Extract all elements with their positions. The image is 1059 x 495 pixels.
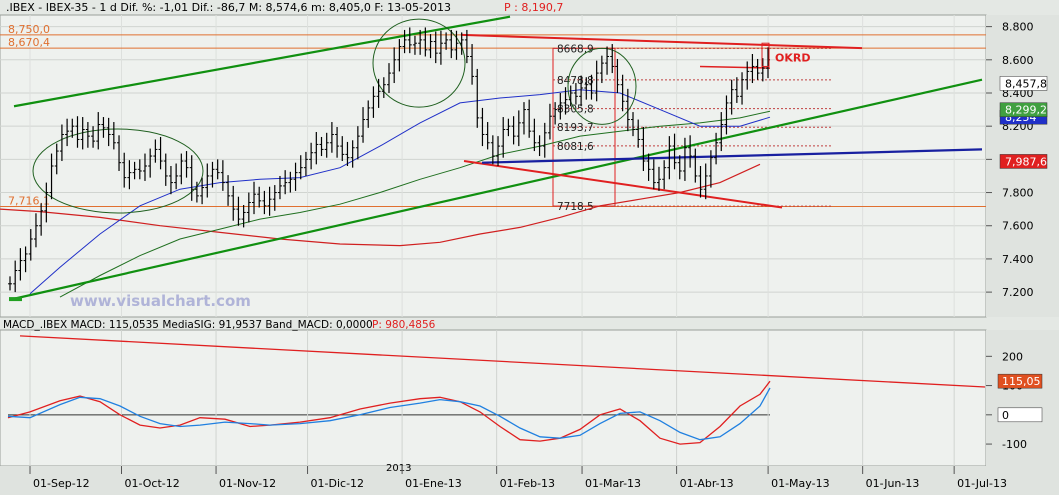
x-tick-label: 01-Dic-12 [311, 477, 365, 490]
ellipse-pattern [372, 18, 466, 108]
x-tick-label: 01-Feb-13 [500, 477, 555, 490]
x-axis-bg [0, 466, 1059, 495]
x-axis: 2013 01-Sep-12 01-Oct-12 01-Nov-12 01-Dic-1… [0, 463, 1059, 495]
price-header: .IBEX - IBEX-35 - 1 d Dif. %: -1,01 Dif.… [6, 1, 451, 14]
price-p-label: P : 8,190,7 [504, 1, 563, 14]
x-tick-label: 01-May-13 [771, 477, 829, 490]
x-tick-label: 01-Nov-12 [219, 477, 276, 490]
fib-level-label: 8668,9 [557, 43, 594, 55]
macd-axis-bg [986, 330, 1059, 466]
macd-tick-label: -100 [1002, 438, 1027, 451]
level-label: 8,750,0 [8, 23, 50, 36]
upper-bear-line [461, 33, 863, 50]
support-line [481, 148, 983, 164]
moving-average-100 [59, 110, 771, 298]
x-tick-label: 01-Jul-13 [957, 477, 1007, 490]
x-tick-label: 01-Sep-12 [33, 477, 90, 490]
x-tick-label: 01-Oct-12 [125, 477, 180, 490]
price-value-label-box [999, 102, 1048, 117]
macd-value-label-box [997, 373, 1043, 389]
x-tick-label: 01-Ene-13 [405, 477, 462, 490]
price-value-label: 8,299,2 [1005, 104, 1047, 117]
price-value-label: 7,987,6 [1005, 155, 1047, 168]
price-value-label-box [999, 154, 1048, 169]
macd-value-label-box [997, 407, 1043, 423]
moving-average-50 [29, 89, 771, 295]
lower-channel-line [13, 78, 983, 300]
price-panel: .IBEX - IBEX-35 - 1 d Dif. %: -1,01 Dif.… [0, 1, 987, 318]
moving-average-200 [0, 163, 761, 247]
macd-p-label: P: 980,4856 [372, 319, 436, 331]
price-tick-label: 7.200 [1002, 286, 1034, 299]
upper-channel-line [13, 15, 511, 108]
level-label: 8,670,4 [8, 36, 50, 49]
watermark: www.visualchart.com [70, 292, 251, 310]
price-tick-label: 7.800 [1002, 187, 1034, 200]
fib-level-label: 8478,8 [557, 75, 594, 87]
price-tick-label: 8.800 [1002, 21, 1034, 34]
macd-plot-area [0, 329, 987, 467]
price-value-label-box [999, 76, 1048, 91]
level-label: 7,716,1 [8, 194, 50, 207]
ellipse-pattern [567, 47, 637, 125]
x-tick-label: 01-Mar-13 [585, 477, 641, 490]
last-candle-box [761, 42, 770, 67]
macd-panel: MACD_.IBEX MACD: 115,0535 MediaSIG: 91,9… [0, 319, 987, 467]
okrd-line [699, 65, 771, 69]
year-label: 2013 [386, 463, 411, 474]
price-tick-label: 8.600 [1002, 54, 1034, 67]
price-drawings: 8,750,08,670,47,716,18668,98478,88305,88… [0, 15, 986, 302]
x-tick-label: 01-Abr-13 [680, 477, 734, 490]
macd-signal-line [7, 387, 771, 441]
fib-level-label: 8081,6 [557, 141, 594, 153]
macd-value-label: 115,05 [1002, 375, 1041, 388]
okrd-annotation: OKRD [775, 51, 810, 64]
price-value-label: 8,457,8 [1005, 77, 1047, 90]
fib-level-label: 8193,7 [557, 122, 594, 134]
price-tick-label: 7.400 [1002, 253, 1034, 266]
macd-trendline [19, 335, 986, 388]
fib-level-label: 7718,5 [557, 201, 594, 213]
macd-value-label: 0 [1002, 409, 1009, 422]
ellipse-pattern [32, 128, 204, 214]
price-tick-label: 7.600 [1002, 220, 1034, 233]
lower-bear-line [463, 160, 783, 209]
macd-header: MACD_.IBEX MACD: 115,0535 MediaSIG: 91,9… [3, 319, 373, 331]
start-marker [9, 297, 22, 302]
macd-line [7, 380, 771, 445]
x-tick-label: 01-Jun-13 [866, 477, 920, 490]
macd-grid [7, 330, 986, 466]
macd-tick-label: 200 [1002, 350, 1023, 363]
price-axis: 8.8008.6008.4008.2008.0007.8007.6007.400… [986, 15, 1059, 317]
